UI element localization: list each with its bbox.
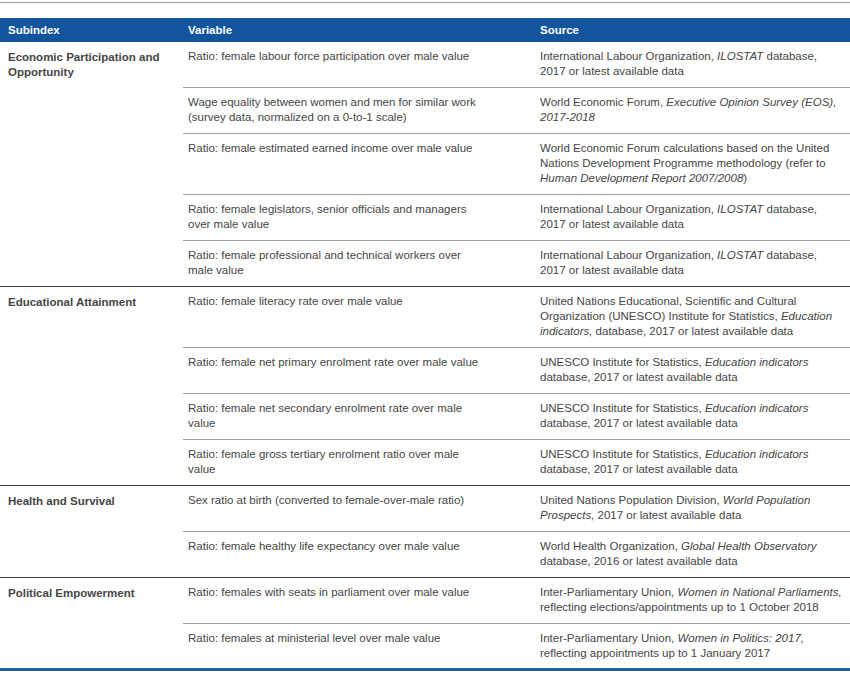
variable-cell: Ratio: female gross tertiary enrolment r… (183, 440, 535, 486)
source-cell: International Labour Organization, ILOST… (535, 195, 850, 241)
source-title-segment: Women in Politics: 2017, (677, 632, 804, 644)
source-text-segment: reflecting elections/appointments up to … (540, 601, 819, 613)
source-title-segment: Women in National Parliaments, (677, 586, 841, 598)
bottom-divider (0, 668, 850, 671)
table-header: Subindex Variable Source (0, 18, 850, 42)
source-title-segment: ILOSTAT (717, 249, 763, 261)
source-text-segment: database, 2017 or latest available data (540, 463, 738, 475)
variable-cell: Ratio: female literacy rate over male va… (183, 287, 535, 348)
table-row: Educational AttainmentRatio: female lite… (0, 287, 850, 348)
column-header-source: Source (535, 18, 850, 42)
subindex-group: Educational AttainmentRatio: female lite… (0, 287, 850, 486)
source-title-segment: Education indicators (705, 402, 809, 414)
source-cell: UNESCO Institute for Statistics, Educati… (535, 394, 850, 440)
source-text-segment: International Labour Organization, (540, 203, 717, 215)
source-text-segment: database, 2017 or latest available data (592, 325, 793, 337)
source-text-segment: UNESCO Institute for Statistics, (540, 356, 705, 368)
subindex-variable-source-table: Subindex Variable Source Economic Partic… (0, 18, 850, 674)
source-cell: International Labour Organization, ILOST… (535, 42, 850, 88)
source-title-segment: ILOSTAT (717, 50, 763, 62)
variable-cell: Sex ratio at birth (converted to female-… (183, 486, 535, 532)
variable-cell: Ratio: female legislators, senior offici… (183, 195, 535, 241)
source-text-segment: database, 2017 or latest available data (540, 371, 738, 383)
source-title-segment: Global Health Observatory (681, 540, 817, 552)
source-text-segment: International Labour Organization, (540, 249, 717, 261)
source-text-segment: World Economic Forum, (540, 96, 666, 108)
source-cell: World Health Organization, Global Health… (535, 532, 850, 578)
source-cell: World Economic Forum, Executive Opinion … (535, 88, 850, 134)
source-text-segment: UNESCO Institute for Statistics, (540, 402, 705, 414)
source-text-segment: United Nations Educational, Scientific a… (540, 295, 796, 322)
subindex-cell: Health and Survival (0, 486, 183, 578)
source-cell: United Nations Educational, Scientific a… (535, 287, 850, 348)
source-cell: United Nations Population Division, Worl… (535, 486, 850, 532)
table-header-row: Subindex Variable Source (0, 18, 850, 42)
source-text-segment: UNESCO Institute for Statistics, (540, 448, 705, 460)
source-text-segment: World Health Organization, (540, 540, 681, 552)
table-row: Economic Participation and OpportunityRa… (0, 42, 850, 88)
table-row: Political EmpowermentRatio: females with… (0, 578, 850, 624)
source-cell: UNESCO Institute for Statistics, Educati… (535, 440, 850, 486)
variable-cell: Ratio: female professional and technical… (183, 241, 535, 287)
source-title-segment: Human Development Report 2007/2008 (540, 172, 743, 184)
source-title-segment: ILOSTAT (717, 203, 763, 215)
subindex-group: Economic Participation and OpportunityRa… (0, 42, 850, 287)
source-text-segment: United Nations Population Division, (540, 494, 723, 506)
source-cell: Inter-Parliamentary Union, Women in Poli… (535, 624, 850, 670)
source-text-segment: Inter-Parliamentary Union, (540, 586, 677, 598)
variable-cell: Wage equality between women and men for … (183, 88, 535, 134)
source-text-segment: ) (743, 172, 747, 184)
source-text-segment: database, 2016 or latest available data (540, 555, 738, 567)
variable-cell: Ratio: females at ministerial level over… (183, 624, 535, 670)
subindex-cell: Educational Attainment (0, 287, 183, 486)
source-text-segment: 2017 or latest available data (594, 509, 741, 521)
top-divider (0, 2, 850, 3)
variable-cell: Ratio: female labour force participation… (183, 42, 535, 88)
report-methodology-page: Subindex Variable Source Economic Partic… (0, 0, 850, 674)
source-text-segment: Inter-Parliamentary Union, (540, 632, 677, 644)
table-row: Health and SurvivalSex ratio at birth (c… (0, 486, 850, 532)
variable-cell: Ratio: female estimated earned income ov… (183, 134, 535, 195)
source-title-segment: Education indicators (705, 356, 809, 368)
source-cell: International Labour Organization, ILOST… (535, 241, 850, 287)
source-text-segment: International Labour Organization, (540, 50, 717, 62)
column-header-subindex: Subindex (0, 18, 183, 42)
column-header-variable: Variable (183, 18, 535, 42)
source-title-segment: Education indicators (705, 448, 809, 460)
variable-cell: Ratio: female net primary enrolment rate… (183, 348, 535, 394)
subindex-group: Political EmpowermentRatio: females with… (0, 578, 850, 674)
variable-cell: Ratio: female healthy life expectancy ov… (183, 532, 535, 578)
source-cell: UNESCO Institute for Statistics, Educati… (535, 348, 850, 394)
variable-cell: Ratio: female net secondary enrolment ra… (183, 394, 535, 440)
subindex-cell: Economic Participation and Opportunity (0, 42, 183, 287)
subindex-cell: Political Empowerment (0, 578, 183, 674)
source-text-segment: World Economic Forum calculations based … (540, 142, 829, 169)
source-text-segment: reflecting appointments up to 1 January … (540, 647, 770, 659)
source-cell: Inter-Parliamentary Union, Women in Nati… (535, 578, 850, 624)
source-cell: World Economic Forum calculations based … (535, 134, 850, 195)
source-text-segment: database, 2017 or latest available data (540, 417, 738, 429)
variable-cell: Ratio: females with seats in parliament … (183, 578, 535, 624)
subindex-group: Health and SurvivalSex ratio at birth (c… (0, 486, 850, 578)
